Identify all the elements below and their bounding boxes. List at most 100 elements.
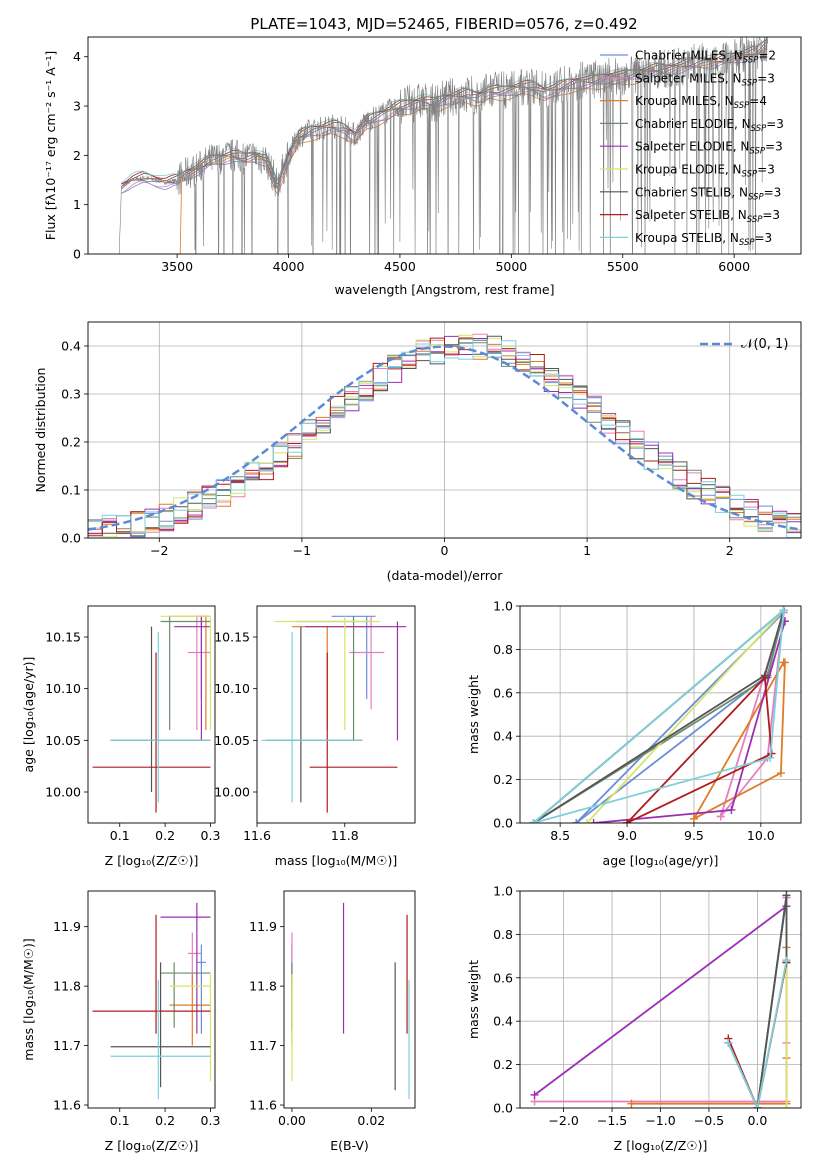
y-tick-label: 2 bbox=[73, 148, 81, 163]
y-axis-label: age [log₁₀(age/yr)] bbox=[21, 657, 36, 773]
plot-area-residuals bbox=[88, 333, 801, 538]
x-tick-label: 3500 bbox=[161, 259, 193, 274]
x-tick-label: 11.8 bbox=[331, 828, 359, 843]
legend: Chabrier MILES, NSSP=2 Salpeter MILES, NS… bbox=[600, 49, 784, 248]
x-tick-label: 0.3 bbox=[201, 828, 221, 843]
panel-z-weight: −2.0 −1.5 −1.0 −0.5 0.0 0.0 0.2 0.4 0.6 0.8 1.0 Z [… bbox=[466, 884, 802, 1153]
mass-weight-line bbox=[532, 608, 785, 823]
data-spectrum-line bbox=[118, 37, 768, 254]
x-tick-label: 9.5 bbox=[684, 828, 704, 843]
legend-entry: Kroupa ELODIE, NSSP=3 bbox=[635, 163, 775, 180]
y-tick-label: 0.0 bbox=[493, 1101, 513, 1116]
mass-weight-marker bbox=[582, 819, 591, 823]
axes-frame bbox=[283, 890, 416, 1109]
y-tick-label: 10.00 bbox=[214, 785, 250, 800]
x-tick-label: 0 bbox=[441, 543, 449, 558]
x-axis-label: Z [log₁₀(Z/Z☉)] bbox=[105, 1138, 199, 1153]
y-tick-label: 11.9 bbox=[249, 919, 277, 934]
mass-weight-marker bbox=[727, 805, 736, 814]
x-tick-label: 0.0 bbox=[747, 1113, 767, 1128]
y-tick-label: 11.7 bbox=[249, 1038, 277, 1053]
y-tick-label: 0.2 bbox=[61, 435, 81, 450]
x-tick-label: 0.2 bbox=[155, 828, 175, 843]
y-tick-label: 1.0 bbox=[493, 599, 513, 614]
panel-age-weight: 8.5 9.0 9.5 10.0 0.0 0.2 0.4 0.6 0.8 1.0 age [log₁… bbox=[466, 599, 802, 868]
y-tick-label: 0.4 bbox=[61, 339, 81, 354]
legend-entry: Salpeter ELODIE, NSSP=3 bbox=[635, 140, 783, 157]
x-tick-label: −1.0 bbox=[645, 1113, 675, 1128]
x-axis-label: age [log₁₀(age/yr)] bbox=[603, 853, 719, 868]
y-tick-label: 0.0 bbox=[61, 531, 81, 546]
mass-weight-line bbox=[719, 612, 785, 818]
y-tick-label: 10.05 bbox=[45, 733, 81, 748]
x-tick-label: −1 bbox=[293, 543, 311, 558]
x-axis-label: mass [log₁₀(M/M☉)] bbox=[275, 853, 397, 868]
y-tick-label: 11.8 bbox=[53, 979, 81, 994]
mass-weight-line bbox=[586, 609, 785, 823]
residual-histogram-line bbox=[88, 337, 801, 537]
axes-frame bbox=[87, 605, 216, 824]
plot-area-spectrum bbox=[118, 37, 768, 254]
panel-ebv-mass: 0.00 0.02 11.6 11.7 11.8 11.9 E(B-V) bbox=[249, 890, 416, 1153]
legend-entry: Chabrier STELIB, NSSP=3 bbox=[635, 185, 781, 202]
panel-z-mass: 0.1 0.2 0.3 11.6 11.7 11.8 11.9 Z [log₁₀(Z/Z☉)]… bbox=[21, 890, 221, 1153]
x-tick-label: 0.02 bbox=[357, 1113, 385, 1128]
x-tick-label: 4500 bbox=[384, 259, 416, 274]
plot-area-age-weight bbox=[529, 606, 789, 823]
mass-weight-marker bbox=[766, 753, 775, 762]
y-axis-label: mass [log₁₀(M/M☉)] bbox=[21, 938, 36, 1060]
x-tick-label: 4000 bbox=[273, 259, 305, 274]
y-tick-label: 0.8 bbox=[493, 642, 513, 657]
x-tick-label: 0.3 bbox=[201, 1113, 221, 1128]
axes-frame bbox=[87, 890, 216, 1109]
y-tick-label: 4 bbox=[73, 49, 81, 64]
y-tick-label: 10.10 bbox=[45, 681, 81, 696]
x-axis-label: Z [log₁₀(Z/Z☉)] bbox=[105, 853, 199, 868]
mass-weight-marker bbox=[782, 956, 791, 965]
x-axis-label: (data-model)/error bbox=[387, 568, 504, 583]
x-tick-label: −2.0 bbox=[548, 1113, 578, 1128]
plot-area-mass-age bbox=[261, 615, 407, 813]
mass-weight-marker bbox=[529, 819, 538, 823]
legend-entry: Chabrier ELODIE, NSSP=3 bbox=[635, 117, 784, 134]
mass-weight-marker bbox=[530, 1090, 539, 1099]
y-tick-label: 10.15 bbox=[214, 630, 250, 645]
y-tick-label: 0.6 bbox=[493, 685, 513, 700]
legend-entry: Salpeter MILES, NSSP=3 bbox=[635, 71, 775, 88]
x-tick-label: 0.2 bbox=[155, 1113, 175, 1128]
mass-weight-marker bbox=[776, 769, 785, 778]
x-axis-label: E(B-V) bbox=[330, 1138, 369, 1153]
legend-entry: Kroupa STELIB, NSSP=3 bbox=[635, 231, 772, 248]
mass-weight-line bbox=[533, 905, 788, 1096]
mass-weight-marker bbox=[782, 891, 791, 900]
x-tick-label: 0.00 bbox=[278, 1113, 306, 1128]
legend-entry: Salpeter STELIB, NSSP=3 bbox=[635, 208, 780, 225]
legend-entry: Kroupa MILES, NSSP=4 bbox=[635, 94, 767, 111]
mass-weight-marker bbox=[724, 1038, 733, 1047]
y-tick-label: 0 bbox=[73, 247, 81, 262]
y-tick-label: 11.6 bbox=[53, 1098, 81, 1113]
axes-frame bbox=[256, 605, 416, 824]
mass-weight-marker bbox=[760, 673, 769, 682]
x-tick-label: −1.5 bbox=[597, 1113, 627, 1128]
x-tick-label: 11.6 bbox=[243, 828, 271, 843]
x-tick-label: −0.5 bbox=[694, 1113, 724, 1128]
axes-frame bbox=[519, 605, 802, 824]
plot-area-z-age bbox=[92, 615, 212, 813]
plot-area-ebv-mass bbox=[291, 902, 410, 1100]
y-tick-label: 0.4 bbox=[493, 1014, 513, 1029]
panel-residuals: −2 −1 0 1 2 0.0 0.1 0.2 0.3 0.4 𝒩(0, 1) (data-model… bbox=[33, 321, 802, 583]
y-tick-label: 10.10 bbox=[214, 681, 250, 696]
y-tick-label: 11.7 bbox=[53, 1038, 81, 1053]
y-tick-label: 11.6 bbox=[249, 1098, 277, 1113]
axes-frame bbox=[87, 36, 802, 255]
x-tick-label: 1 bbox=[583, 543, 591, 558]
y-tick-label: 11.8 bbox=[249, 979, 277, 994]
mass-weight-marker bbox=[779, 606, 788, 615]
y-tick-label: 0.6 bbox=[493, 970, 513, 985]
y-tick-label: 11.9 bbox=[53, 919, 81, 934]
mass-weight-marker bbox=[589, 819, 598, 823]
panel-mass-age: 11.6 11.8 10.00 10.05 10.10 10.15 mass [log₁₀(… bbox=[214, 605, 416, 868]
y-axis-label: mass weight bbox=[466, 960, 481, 1039]
y-tick-label: 0.2 bbox=[493, 772, 513, 787]
